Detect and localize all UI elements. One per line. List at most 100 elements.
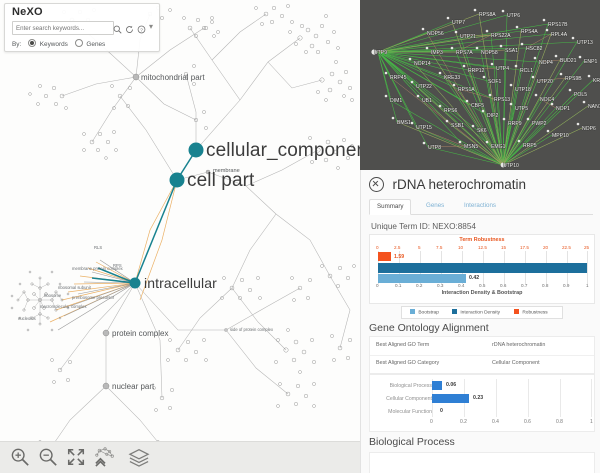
ontology-tree-view[interactable]: cellular_component cell part intracellul…: [0, 0, 360, 473]
gene-label[interactable]: RPS22A: [491, 33, 512, 40]
radio-keywords[interactable]: [28, 39, 37, 47]
gene-label[interactable]: NOP1: [556, 106, 571, 113]
gene-label[interactable]: MSN5: [464, 144, 479, 151]
gene-label[interactable]: NOP56: [427, 31, 445, 38]
gene-label[interactable]: UTP4: [496, 66, 510, 73]
gene-label[interactable]: DIP2: [487, 113, 499, 120]
radio-genes[interactable]: [74, 39, 83, 47]
tree-label-membrane-protein-complex: membrane protein complex: [72, 266, 123, 271]
go-row-value: rDNA heterochromatin: [492, 342, 546, 348]
gene-label[interactable]: RPL4A: [551, 32, 569, 39]
gene-label[interactable]: CBF5: [471, 103, 485, 110]
gene-label[interactable]: KRE33: [444, 75, 461, 82]
gene-label[interactable]: HSC82: [526, 46, 543, 53]
search-filter-row[interactable]: By: Keywords Genes: [12, 39, 105, 48]
gene-label[interactable]: UTP20: [537, 79, 554, 86]
gene-label[interactable]: RPS17B: [548, 22, 569, 29]
gene-label[interactable]: NOC4: [540, 97, 555, 104]
gene-label[interactable]: UTP21: [460, 34, 477, 41]
gene-label[interactable]: KRI: [593, 78, 600, 85]
gene-label[interactable]: NOP6: [582, 126, 597, 133]
gene-interaction-network[interactable]: UTP9 UTP7 RPS8A UTP6 RPS17B NOP56 UTP21 RPS22A R…: [360, 0, 600, 170]
tree-node-membrane[interactable]: [205, 169, 211, 175]
tree-node-cell-part[interactable]: [169, 172, 185, 188]
gene-label[interactable]: UTP18: [515, 87, 532, 94]
gene-label[interactable]: SSA1: [505, 48, 519, 55]
gene-label[interactable]: ENP1: [584, 59, 598, 66]
gene-label[interactable]: RCL1: [520, 68, 534, 75]
tree-node-protein-complex[interactable]: [102, 329, 110, 337]
gene-label[interactable]: BUD21: [560, 58, 577, 65]
tree-node-mitochondrial-part[interactable]: [132, 73, 140, 81]
search-panel[interactable]: NeXO ? ▾ By: Keywords Gene: [4, 3, 160, 52]
chevron-down-icon[interactable]: ▾: [149, 22, 154, 31]
gene-label[interactable]: IMP3: [431, 50, 444, 57]
view-toolbar[interactable]: [0, 441, 360, 473]
zoom-out-icon[interactable]: [38, 447, 58, 472]
gene-network-graph[interactable]: UTP9 UTP7 RPS8A UTP6 RPS17B NOP56 UTP21 RPS22A R…: [360, 0, 600, 170]
tree-graph[interactable]: [0, 0, 360, 473]
biological-process-box: [369, 452, 595, 473]
gene-label[interactable]: NAN1: [588, 104, 600, 111]
help-icon[interactable]: ?: [137, 21, 146, 39]
gene-label[interactable]: UTP15: [416, 125, 433, 132]
gene-label[interactable]: NOP58: [481, 50, 499, 57]
gene-label[interactable]: NOP14: [414, 61, 432, 68]
tree-label-mitochondrial-part: mitochondrial part: [141, 73, 205, 82]
gene-label[interactable]: UB1: [422, 98, 433, 105]
gene-label[interactable]: EMG1: [491, 144, 506, 151]
bar-robustness: [378, 252, 391, 261]
gene-label[interactable]: PWP2: [532, 121, 547, 128]
gene-label[interactable]: UTP6: [507, 13, 521, 20]
gene-label[interactable]: UTP22: [416, 84, 433, 91]
tab-interactions[interactable]: Interactions: [464, 202, 496, 209]
legend-bootstrap: Bootstrap: [410, 309, 439, 316]
gene-label[interactable]: BMS1: [397, 120, 412, 127]
panel-tabs[interactable]: Summary Genes Interactions: [369, 199, 593, 215]
gene-label[interactable]: RPS6: [444, 108, 458, 115]
tree-node-intracellular[interactable]: [129, 277, 141, 289]
tree-node-nuclear-part[interactable]: [102, 382, 110, 390]
bar-bootstrap: [378, 274, 466, 283]
go-row-key: Best Aligned GO Category: [376, 360, 440, 366]
layers-icon[interactable]: [128, 447, 150, 472]
gene-label[interactable]: UTP10: [503, 163, 520, 170]
tree-label-cellular-component: cellular_component: [206, 140, 360, 161]
term-detail-panel[interactable]: rDNA heterochromatin Summary Genes Inter…: [360, 170, 600, 473]
gene-label[interactable]: NOP4: [539, 60, 554, 67]
gene-label[interactable]: MPP10: [552, 133, 570, 140]
tab-summary[interactable]: Summary: [369, 199, 412, 215]
gene-label[interactable]: RRP12: [468, 68, 485, 75]
gene-label[interactable]: RPS4A: [521, 29, 539, 36]
gene-label[interactable]: RRP45: [390, 75, 407, 82]
gene-label[interactable]: RPS8A: [479, 12, 497, 19]
search-icon[interactable]: [113, 21, 122, 39]
tab-genes[interactable]: Genes: [426, 202, 445, 209]
tree-label-preribosome-precursor: preribosome precursor: [72, 295, 115, 300]
top-tick-0: 0: [376, 245, 379, 250]
gene-label[interactable]: UTP8: [428, 145, 442, 152]
tree-node-side-of-protein-complex[interactable]: [224, 328, 228, 332]
gene-label[interactable]: SOF1: [488, 79, 502, 86]
gene-label[interactable]: RRP9: [508, 121, 523, 128]
search-input[interactable]: [12, 21, 114, 35]
gene-label[interactable]: RRP5: [523, 143, 538, 150]
gene-label[interactable]: UTP13: [577, 40, 594, 47]
gene-label[interactable]: RPS7A: [456, 50, 474, 57]
gene-label[interactable]: UTP5: [515, 106, 529, 113]
gene-label[interactable]: POL5: [574, 92, 588, 99]
gene-label[interactable]: RPS13: [494, 97, 511, 104]
gene-label[interactable]: RPS1A: [458, 87, 476, 94]
gene-label[interactable]: SSB1: [451, 123, 465, 130]
gene-label[interactable]: UTP7: [452, 20, 466, 27]
collapse-icon[interactable]: [94, 447, 116, 472]
fit-screen-icon[interactable]: [66, 447, 86, 472]
zoom-in-icon[interactable]: [10, 447, 30, 472]
refresh-icon[interactable]: [125, 21, 134, 39]
gene-label[interactable]: RPS9B: [565, 76, 583, 83]
close-icon[interactable]: [369, 177, 384, 192]
gene-label[interactable]: SK6: [477, 128, 488, 135]
gene-label[interactable]: DIM1: [390, 98, 403, 105]
tree-node-cellular-component[interactable]: [188, 142, 204, 158]
gene-label[interactable]: UTP9: [374, 50, 388, 57]
